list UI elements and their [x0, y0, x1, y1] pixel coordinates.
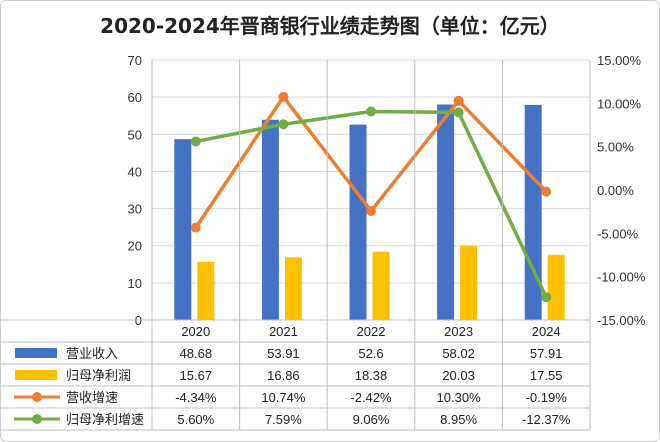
legend-key [15, 348, 57, 358]
y-right-tick-label: 5.00% [597, 140, 634, 155]
category-label: 2020 [181, 324, 210, 339]
line-point [278, 91, 289, 102]
category-label: 2023 [444, 324, 473, 339]
series-name: 营业收入 [66, 347, 118, 362]
data-label: 5.60% [177, 412, 214, 427]
chart-title: 2020-2024年晋商银行业绩走势图（单位：亿元） [100, 14, 560, 38]
legend-key-marker [32, 392, 42, 402]
data-label: 58.02 [442, 346, 475, 361]
line-point [190, 222, 201, 233]
data-label: 57.91 [530, 346, 563, 361]
data-label: 9.06% [353, 412, 390, 427]
bar-net-profit [284, 257, 302, 320]
data-label: -2.42% [350, 390, 392, 405]
data-label: -12.37% [522, 412, 571, 427]
bar-net-profit [372, 251, 390, 320]
y-left-tick-label: 10 [128, 276, 142, 291]
line-point [366, 205, 376, 216]
data-label: 15.67 [180, 368, 213, 383]
category-label: 2021 [269, 324, 298, 339]
data-label: 53.91 [267, 346, 300, 361]
line-point [278, 119, 289, 130]
legend-key-marker [32, 414, 42, 424]
y-right-tick-label: -10.00% [597, 270, 646, 285]
data-label: 10.74% [261, 390, 306, 405]
data-label: 20.03 [442, 368, 475, 383]
data-label: 8.95% [440, 412, 477, 427]
bar-net-profit [547, 254, 565, 320]
data-label: 7.59% [265, 412, 302, 427]
bar-net-profit [460, 245, 478, 320]
y-left-tick-label: 70 [128, 53, 142, 68]
data-label: -4.34% [175, 390, 217, 405]
series-name: 营收增速 [66, 391, 118, 406]
y-right-tick-label: -5.00% [597, 226, 639, 241]
data-label: 17.55 [530, 368, 563, 383]
line-point [453, 95, 464, 106]
y-left-tick-label: 40 [128, 164, 142, 179]
data-label: 16.86 [267, 368, 300, 383]
y-right-tick-label: -15.00% [597, 313, 646, 328]
data-label: 48.68 [180, 346, 213, 361]
line-point [190, 136, 201, 147]
line-point [541, 186, 552, 197]
data-label: 18.38 [355, 368, 388, 383]
series-name: 归母净利增速 [66, 413, 144, 428]
data-label: 52.6 [358, 346, 383, 361]
series-name: 归母净利润 [66, 369, 131, 384]
bar-revenue [437, 104, 455, 320]
y-right-tick-label: 0.00% [597, 183, 634, 198]
data-label: -0.19% [526, 390, 568, 405]
y-right-tick-label: 15.00% [597, 53, 642, 68]
bar-net-profit [197, 261, 215, 320]
line-point [453, 107, 464, 118]
y-left-tick-label: 30 [128, 202, 142, 217]
legend-key [15, 370, 57, 380]
bar-revenue [524, 104, 542, 320]
data-label: 10.30% [437, 390, 482, 405]
bar-revenue [174, 139, 192, 320]
y-left-tick-label: 20 [128, 239, 142, 254]
category-label: 2022 [357, 324, 386, 339]
y-left-tick-label: 60 [128, 90, 142, 105]
y-left-tick-label: 50 [128, 127, 142, 142]
category-label: 2024 [532, 324, 561, 339]
bar-revenue [349, 124, 367, 320]
line-point [541, 292, 552, 303]
line-point [366, 106, 376, 117]
y-right-tick-label: 10.00% [597, 96, 642, 111]
bar-revenue [261, 119, 279, 321]
